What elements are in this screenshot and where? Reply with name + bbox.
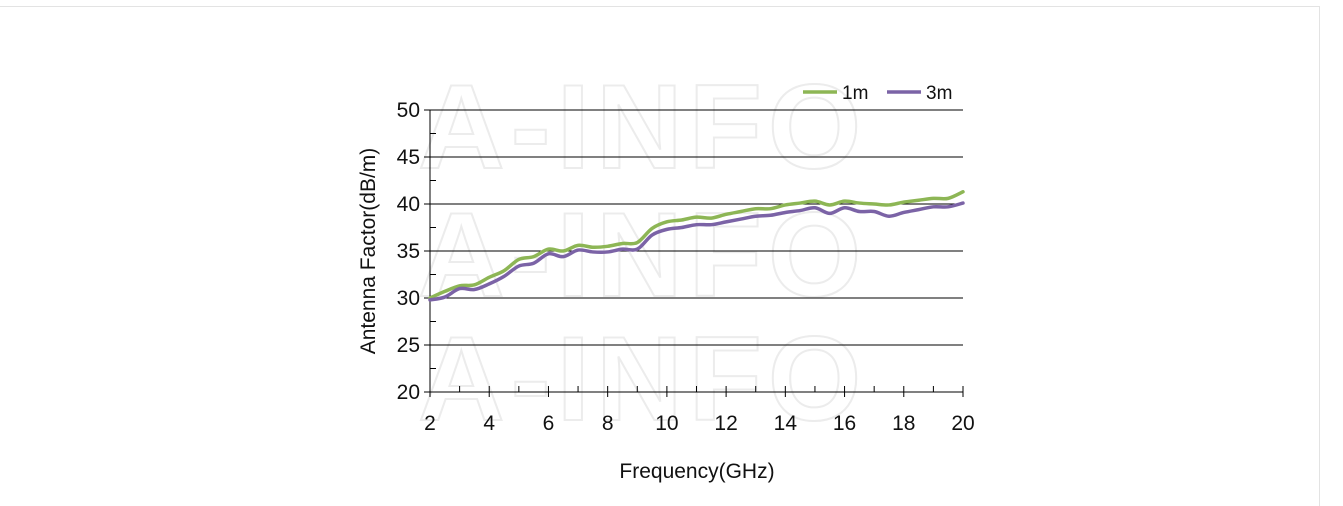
x-tick-label: 8 bbox=[602, 412, 614, 435]
series-line-3m bbox=[428, 201, 965, 302]
legend: 1m 3m bbox=[803, 83, 952, 104]
x-tick-label: 10 bbox=[655, 412, 678, 435]
x-tick-label: 14 bbox=[774, 412, 798, 435]
series-line-1m bbox=[428, 190, 965, 300]
watermark-text: A-INFO bbox=[418, 60, 867, 194]
y-tick-label: 45 bbox=[397, 146, 420, 169]
y-tick-label: 50 bbox=[397, 99, 420, 122]
y-tick-label: 35 bbox=[397, 240, 420, 263]
y-tick-label: 30 bbox=[397, 287, 420, 310]
y-tick-label: 40 bbox=[397, 193, 420, 216]
x-tick-label: 2 bbox=[424, 412, 436, 435]
gridlines bbox=[430, 109, 963, 346]
y-tick-label: 25 bbox=[397, 334, 420, 357]
x-tick-label: 20 bbox=[951, 412, 974, 435]
x-tick-label: 18 bbox=[892, 412, 915, 435]
series-lines bbox=[428, 190, 965, 302]
figure-frame bbox=[0, 6, 1320, 506]
x-tick-label: 6 bbox=[543, 412, 555, 435]
legend-label-3m: 3m bbox=[926, 83, 952, 104]
x-axis-title: Frequency(GHz) bbox=[619, 460, 774, 483]
watermark-text: A-INFO bbox=[418, 188, 867, 322]
legend-label-1m: 1m bbox=[842, 83, 868, 104]
axes: 20 25 30 35 40 45 50 2 4 6 8 10 12 14 16 18 20 bbox=[397, 99, 975, 435]
y-tick-label: 20 bbox=[397, 381, 420, 404]
x-tick-label: 12 bbox=[714, 412, 737, 435]
watermark-text: A-INFO bbox=[418, 312, 867, 446]
y-axis-title: Antenna Factor(dB/m) bbox=[357, 148, 380, 355]
x-tick-label: 4 bbox=[483, 412, 495, 435]
x-tick-label: 16 bbox=[833, 412, 856, 435]
